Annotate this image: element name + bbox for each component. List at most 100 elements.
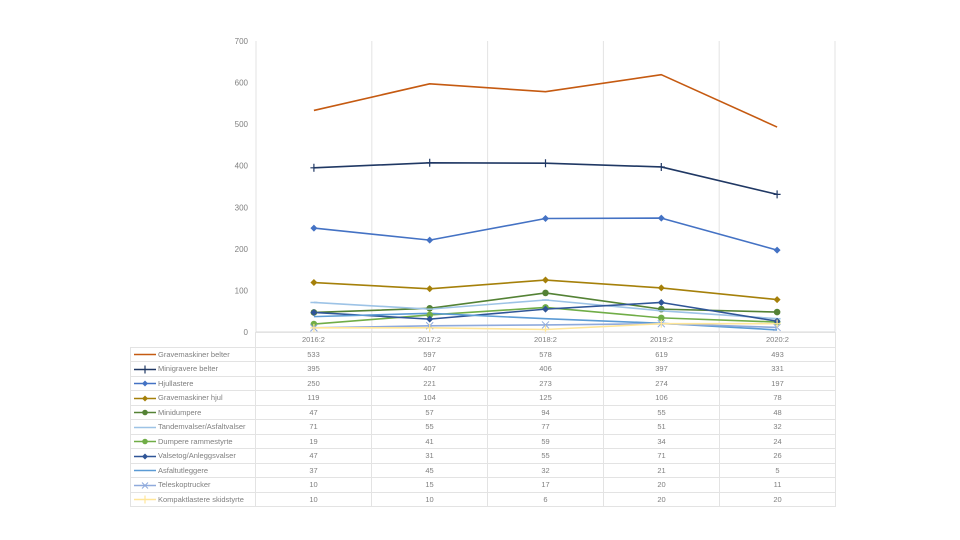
data-point-marker: [657, 284, 665, 292]
x-tick-label: 2019:2: [603, 332, 720, 348]
data-label: 125: [487, 390, 604, 406]
data-point-marker: [426, 315, 434, 323]
table-row: Asfaltutleggere 37 45 32 21 5: [130, 462, 836, 478]
data-label: 78: [719, 390, 836, 406]
data-point-marker: [542, 276, 549, 284]
data-label: 48: [719, 404, 836, 420]
table-row: Teleskoptrucker 10 15 17 20 11: [130, 477, 836, 493]
series-line: [313, 217, 778, 251]
legend-swatch-icon: [134, 453, 156, 460]
data-label: 20: [719, 491, 836, 507]
table-row: Hjullastere 250 221 273 274 197: [130, 375, 836, 391]
data-label: 15: [371, 477, 488, 493]
data-point-marker: [426, 236, 434, 244]
legend-entry: Valsetog/Anleggsvalser: [130, 448, 256, 464]
y-tick-label: 700: [235, 37, 249, 46]
data-label: 57: [371, 404, 488, 420]
y-tick-label: 300: [235, 203, 249, 212]
data-label: 10: [255, 477, 372, 493]
series-label: Asfaltutleggere: [158, 465, 209, 475]
legend-swatch-icon: [134, 481, 156, 489]
table-row: Dumpere rammestyrte 19 41 59 34 24: [130, 433, 836, 449]
series-line: [313, 73, 778, 128]
data-label: 51: [603, 419, 720, 435]
data-label: 37: [255, 462, 372, 478]
y-tick-label: 500: [235, 120, 249, 129]
data-point-marker: [426, 311, 434, 319]
data-label: 19: [255, 433, 372, 449]
legend-entry: Gravemaskiner hjul: [130, 390, 256, 406]
data-label: 106: [603, 390, 720, 406]
data-label: 17: [487, 477, 604, 493]
data-point-marker: [426, 285, 434, 293]
data-label: 71: [603, 448, 720, 464]
data-label: 45: [371, 462, 488, 478]
series-line: [313, 162, 778, 196]
data-label: 34: [603, 433, 720, 449]
y-tick-label: 100: [235, 286, 249, 295]
data-point-marker: [657, 298, 665, 306]
data-label: 21: [603, 462, 720, 478]
data-label: 71: [255, 419, 372, 435]
data-label: 197: [719, 375, 836, 391]
legend-swatch-icon: [134, 365, 156, 374]
legend-entry: Minidumpere: [130, 404, 256, 420]
x-tick-label: 2017:2: [371, 332, 488, 348]
data-point-marker: [310, 279, 318, 287]
data-label: 406: [487, 361, 604, 377]
legend-swatch-icon: [134, 438, 156, 445]
data-point-marker: [657, 162, 665, 171]
data-label: 77: [487, 419, 604, 435]
legend-entry: Teleskoptrucker: [130, 477, 256, 493]
data-label: 104: [371, 390, 488, 406]
data-label: 26: [719, 448, 836, 464]
data-point-marker: [542, 305, 549, 313]
table-row: Minidumpere 47 57 94 55 48: [130, 404, 836, 420]
legend-swatch-icon: [134, 353, 156, 356]
data-label: 10: [371, 491, 488, 507]
data-label: 274: [603, 375, 720, 391]
legend-entry: Gravemaskiner belter: [130, 346, 256, 362]
data-table: 2016:2 2017:2 2018:2 2019:2 2020:2 Gravemaski…: [130, 332, 836, 507]
data-point-marker: [773, 246, 781, 254]
series-label: Teleskoptrucker: [158, 480, 211, 490]
data-point-marker: [542, 289, 549, 297]
legend-entry: Asfaltutleggere: [130, 462, 256, 478]
table-row: Kompaktlastere skidstyrte 10 10 6 20 20: [130, 491, 836, 507]
series-label: Minigravere belter: [158, 364, 219, 374]
data-label: 47: [255, 448, 372, 464]
data-label: 250: [255, 375, 372, 391]
data-label: 47: [255, 404, 372, 420]
data-point-marker: [426, 323, 434, 332]
data-label: 397: [603, 361, 720, 377]
legend-entry: Dumpere rammestyrte: [130, 433, 256, 449]
data-label: 533: [255, 346, 372, 362]
data-label: 395: [255, 361, 372, 377]
legend-swatch-icon: [134, 409, 156, 416]
legend-entry: Minigravere belter: [130, 361, 256, 377]
legend-swatch-icon: [134, 495, 156, 504]
data-point-marker: [773, 190, 781, 199]
data-label: 55: [603, 404, 720, 420]
series-label: Dumpere rammestyrte: [158, 436, 233, 446]
table-row: Valsetog/Anleggsvalser 47 31 55 71 26: [130, 448, 836, 464]
data-label: 597: [371, 346, 488, 362]
x-tick-label: 2020:2: [719, 332, 836, 348]
x-tick-label: 2018:2: [487, 332, 604, 348]
data-label: 119: [255, 390, 372, 406]
table-row: Tandemvalser/Asfaltvalser 71 55 77 51 32: [130, 419, 836, 435]
series-label: Gravemaskiner belter: [158, 349, 230, 359]
data-point-marker: [541, 321, 550, 329]
table-row: Gravemaskiner hjul 119 104 125 106 78: [130, 390, 836, 406]
legend-entry: Kompaktlastere skidstyrte: [130, 491, 256, 507]
table-row: Minigravere belter 395 407 406 397 331: [130, 361, 836, 377]
data-label: 493: [719, 346, 836, 362]
legend-entry: Hjullastere: [130, 375, 256, 391]
data-label: 20: [603, 477, 720, 493]
data-label: 273: [487, 375, 604, 391]
table-row: Gravemaskiner belter 533 597 578 619 493: [130, 346, 836, 362]
data-label: 221: [371, 375, 488, 391]
y-tick-label: 600: [235, 79, 249, 88]
